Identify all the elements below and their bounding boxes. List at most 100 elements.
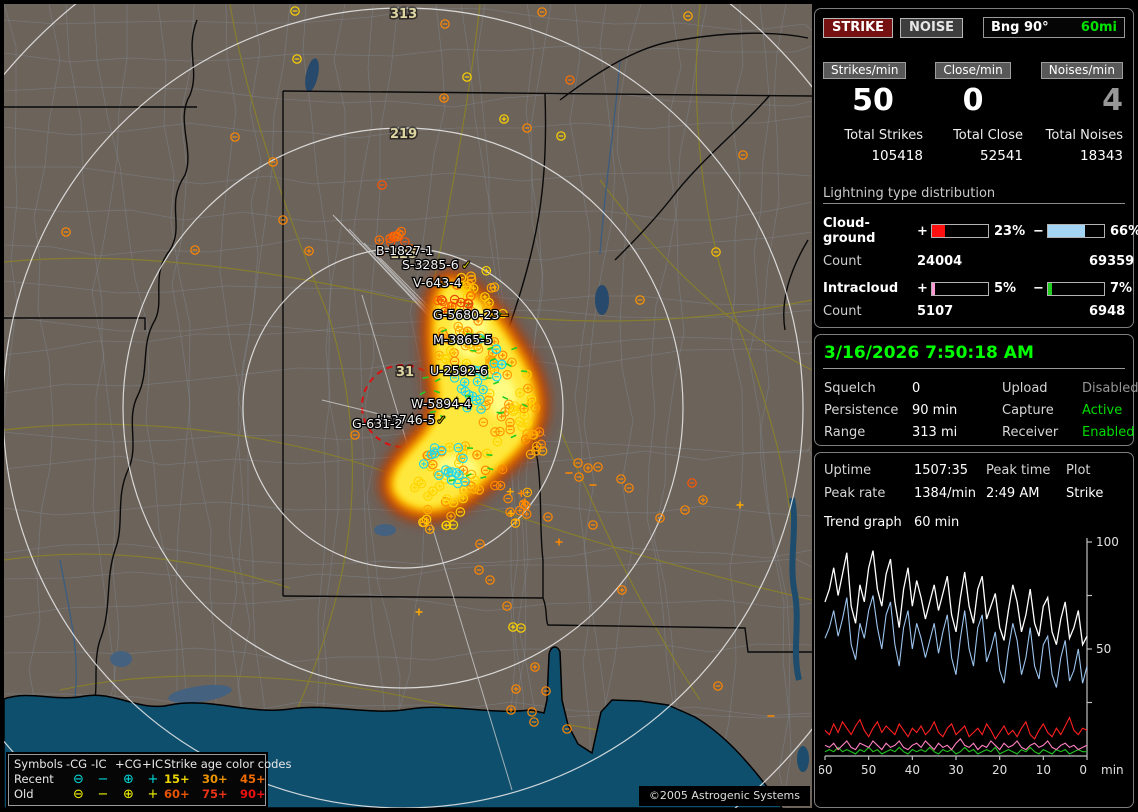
age-75: 75+	[202, 787, 228, 801]
capture-value: Active	[1082, 403, 1123, 418]
svg-text:31: 31	[396, 365, 414, 380]
svg-text:10: 10	[1036, 763, 1051, 777]
old-pos-cg-icon: ⊕	[123, 787, 134, 802]
age-90: 90+	[240, 787, 266, 801]
svg-text:50: 50	[1096, 642, 1111, 656]
uptime-value: 1507:35	[914, 463, 969, 478]
recent-neg-ic-icon: −	[97, 772, 109, 787]
svg-text:✓: ✓	[436, 413, 446, 427]
svg-text:20: 20	[992, 763, 1007, 777]
svg-text:M-3865-5: M-3865-5	[433, 332, 493, 347]
svg-text:G-631-2: G-631-2	[352, 416, 403, 431]
symbol-legend: Symbols -CG -IC +CG +IC Strike age color…	[8, 754, 292, 806]
legend-recent-label: Recent	[14, 772, 54, 786]
status-panel: 3/16/2026 7:50:18 AM Squelch 0 Upload Di…	[814, 334, 1138, 446]
strike-mode-button[interactable]: STRIKE	[823, 17, 894, 38]
total-close-value: 52541	[980, 148, 1023, 164]
count-label: Count	[823, 254, 862, 269]
old-neg-ic-icon: −	[97, 787, 109, 802]
trend-graph-label: Trend graph	[824, 515, 902, 530]
old-neg-cg-icon: ⊖	[73, 787, 84, 802]
close-per-min-chip: Close/min	[935, 62, 1011, 79]
total-close-label: Total Close	[953, 128, 1023, 143]
recent-pos-ic-icon: +	[147, 772, 159, 787]
svg-text:G-5680-23: G-5680-23	[433, 307, 499, 322]
peak-rate-value: 1384/min	[914, 486, 976, 501]
range-label: Range	[824, 425, 866, 440]
ic-positive-count: 5107	[917, 304, 954, 319]
minus-sign: −	[1033, 281, 1044, 296]
svg-text:313: 313	[390, 7, 417, 22]
persistence-label: Persistence	[824, 403, 899, 418]
legend-age-header: Strike age color codes	[164, 757, 292, 771]
trend-panel: Uptime 1507:35 Peak time Plot Peak rate …	[814, 452, 1134, 808]
svg-text:V-643-4: V-643-4	[413, 275, 462, 290]
receiver-value: Enabled	[1082, 425, 1135, 440]
lightning-map[interactable]: 313 219 125 31 B-1827-1 S-3285-6 ✓ V-643-4 G-568…	[0, 0, 924, 812]
cloud-ground-label: Cloud-ground	[823, 216, 876, 246]
cg-positive-bar	[931, 224, 989, 238]
peak-time-value: 2:49 AM	[986, 486, 1040, 501]
strikes-per-min-chip: Strikes/min	[823, 62, 907, 79]
cg-positive-pct: 23%	[994, 223, 1026, 239]
svg-text:219: 219	[390, 127, 417, 142]
svg-text:40: 40	[905, 763, 920, 777]
intracloud-row: Intracloud + 5% − 7%	[823, 281, 1132, 296]
legend-col-pcg: +CG	[115, 757, 142, 771]
receiver-label: Receiver	[1002, 425, 1059, 440]
intracloud-count-row: Count 5107 6948	[823, 304, 1125, 319]
range-value: 60mi	[1080, 20, 1117, 35]
old-pos-ic-icon: +	[147, 787, 159, 802]
total-noises-label: Total Noises	[1045, 128, 1123, 143]
uptime-label: Uptime	[824, 463, 872, 478]
age-15: 15+	[164, 772, 190, 786]
datetime-display: 3/16/2026 7:50:18 AM	[823, 341, 1125, 369]
cg-negative-pct: 66%	[1110, 223, 1138, 239]
ic-negative-bar	[1047, 281, 1105, 296]
capture-label: Capture	[1002, 403, 1054, 418]
plot-value: Strike	[1066, 486, 1104, 501]
age-30: 30+	[202, 772, 228, 786]
recent-neg-cg-icon: ⊖	[73, 772, 84, 787]
recent-pos-cg-icon: ⊕	[123, 772, 134, 787]
svg-text:125: 125	[390, 247, 417, 262]
legend-col-nic: -IC	[91, 757, 107, 771]
plus-sign: +	[917, 223, 928, 239]
svg-text:W-5894-4: W-5894-4	[411, 396, 472, 411]
distribution-title: Lightning type distribution	[823, 186, 1125, 204]
count-label: Count	[823, 304, 862, 319]
svg-text:U-2592-6: U-2592-6	[430, 363, 488, 378]
svg-text:✓: ✓	[461, 258, 471, 272]
svg-text:60: 60	[819, 763, 833, 777]
bearing-range-readout: Bng 90° 60mi	[983, 17, 1125, 38]
peak-time-label: Peak time	[986, 463, 1051, 478]
plot-label: Plot	[1066, 463, 1091, 478]
squelch-label: Squelch	[824, 381, 876, 396]
copyright-text: ©2005 Astrogenic Systems	[638, 786, 810, 806]
minus-sign: −	[1033, 223, 1044, 239]
ic-negative-count: 6948	[1089, 304, 1126, 319]
legend-col-pic: +IC	[142, 757, 164, 771]
cloud-ground-row: Cloud-ground + 23% − 66%	[823, 216, 1138, 246]
cg-negative-bar	[1047, 224, 1105, 238]
upload-label: Upload	[1002, 381, 1048, 396]
noises-per-min-chip: Noises/min	[1040, 62, 1123, 79]
svg-text:min: min	[1101, 763, 1124, 777]
trend-graph: 100 50 60 50 40 30 20 10 0 min	[817, 534, 1131, 800]
svg-text:0: 0	[1079, 763, 1087, 777]
svg-text:H-3746-5: H-3746-5	[377, 412, 435, 427]
intracloud-label: Intracloud	[823, 281, 899, 296]
noise-mode-button[interactable]: NOISE	[900, 17, 964, 38]
svg-text:B-1827-1: B-1827-1	[376, 243, 433, 258]
svg-text:100: 100	[1096, 535, 1119, 549]
persistence-value: 90 min	[912, 403, 958, 418]
svg-text:30: 30	[948, 763, 963, 777]
ic-negative-pct: 7%	[1110, 281, 1133, 296]
noises-per-min-value: 4	[1102, 83, 1123, 118]
strikes-per-min-value: 50	[852, 83, 894, 118]
svg-text:S-3285-6: S-3285-6	[402, 257, 459, 272]
plus-sign: +	[917, 281, 928, 296]
